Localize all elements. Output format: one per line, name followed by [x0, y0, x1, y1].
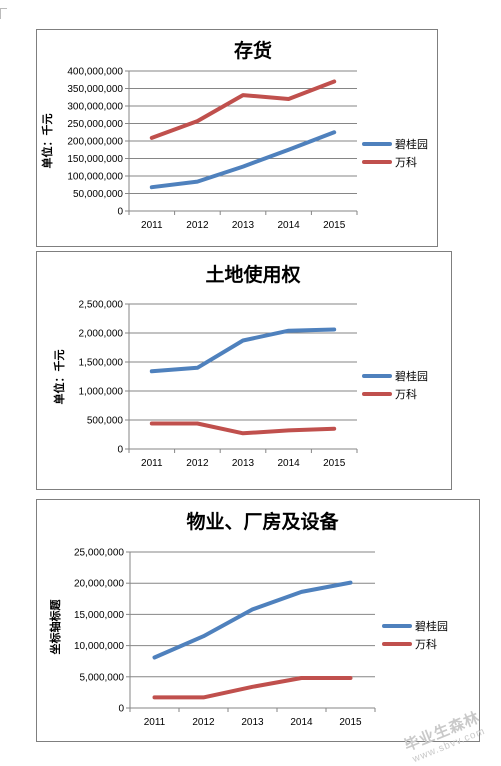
x-tick-label: 2011	[144, 717, 166, 728]
page-corner-mark	[0, 8, 7, 19]
data-point	[150, 136, 154, 140]
data-point	[251, 685, 254, 689]
data-point	[241, 339, 245, 343]
y-tick-label: 2,000,000	[79, 329, 124, 340]
chart-title: 存货	[234, 39, 272, 62]
data-point	[332, 80, 336, 83]
y-tick-label: 350,000,000	[67, 84, 123, 95]
y-tick-label: 20,000,000	[74, 579, 124, 590]
data-point	[202, 695, 205, 699]
data-point	[153, 695, 156, 699]
land-use-rights-chart-svg: 土地使用权 0 500,000 1,000,000 1,500,000 2,000,000…	[52, 263, 428, 469]
data-point	[349, 581, 352, 585]
data-point	[300, 590, 303, 594]
data-point	[287, 428, 291, 432]
x-tick-label: 2014	[290, 717, 313, 728]
y-axis-title: 单位：千元	[52, 350, 66, 405]
data-point	[332, 328, 336, 332]
property-plant-equipment-chart: 物业、厂房及设备 0 5,000,000 10,000,000 15,000,000 20…	[36, 499, 480, 742]
data-point	[241, 165, 245, 169]
y-tick-label: 15,000,000	[74, 610, 124, 621]
data-point	[150, 185, 154, 189]
x-tick-label: 2012	[192, 717, 215, 728]
y-tick-label: 100,000,000	[67, 172, 123, 183]
x-tick-label: 2012	[186, 220, 209, 231]
series-line-vanke	[149, 79, 337, 140]
data-point	[287, 148, 291, 152]
x-tick-label: 2011	[141, 458, 163, 469]
y-tick-label: 400,000,000	[67, 67, 123, 78]
x-tick-label: 2014	[277, 458, 300, 469]
y-tick-label: 300,000,000	[67, 102, 123, 113]
y-axis-title: 坐标轴标题	[48, 599, 62, 655]
legend-label: 碧桂园	[415, 619, 448, 633]
chart-title: 物业、厂房及设备	[186, 510, 339, 533]
y-tick-label: 250,000,000	[67, 119, 123, 130]
data-point	[150, 421, 154, 425]
x-tick-label: 2013	[241, 717, 264, 728]
y-tick-label: 500,000	[87, 416, 124, 427]
x-tick-label: 2013	[232, 458, 255, 469]
y-tick-label: 0	[117, 207, 123, 218]
x-tick-label: 2015	[323, 220, 346, 231]
legend-label: 万科	[415, 637, 437, 651]
data-point	[202, 634, 205, 638]
data-point	[251, 607, 254, 611]
y-tick-label: 0	[117, 445, 123, 456]
data-point	[349, 676, 352, 680]
x-tick-label: 2011	[141, 220, 163, 231]
x-tick-label: 2012	[186, 458, 209, 469]
y-tick-label: 0	[118, 704, 124, 715]
data-point	[153, 655, 156, 659]
data-point	[195, 421, 199, 425]
x-tick-label: 2015	[323, 458, 346, 469]
series-line-country-garden	[149, 327, 337, 374]
y-tick-label: 200,000,000	[67, 137, 123, 148]
legend-label: 碧桂园	[395, 137, 428, 151]
series-line-country-garden	[152, 580, 353, 660]
data-point	[300, 676, 303, 680]
y-tick-label: 5,000,000	[80, 672, 125, 683]
data-point	[195, 366, 199, 370]
x-tick-label: 2014	[277, 220, 300, 231]
y-tick-label: 1,500,000	[79, 358, 124, 369]
legend-label: 万科	[395, 387, 417, 401]
y-tick-label: 50,000,000	[73, 189, 123, 200]
data-point	[195, 119, 199, 123]
data-point	[241, 431, 245, 435]
data-point	[287, 97, 291, 101]
data-point	[241, 93, 245, 97]
legend-label: 碧桂园	[395, 369, 428, 383]
x-tick-label: 2015	[339, 717, 362, 728]
ppe-chart-svg: 物业、厂房及设备 0 5,000,000 10,000,000 15,000,000 20…	[48, 510, 448, 728]
data-point	[332, 427, 336, 431]
inventory-chart-svg: 存货 0 50,000,000 100,000,000 150,000,000 200,0…	[40, 39, 428, 231]
y-tick-label: 25,000,000	[74, 548, 124, 559]
data-point	[287, 329, 291, 333]
data-point	[332, 130, 336, 134]
y-tick-label: 1,000,000	[79, 387, 124, 398]
chart-title: 土地使用权	[205, 263, 300, 286]
inventory-chart: 存货 0 50,000,000 100,000,000 150,000,000 200,0…	[36, 29, 438, 247]
series-line-vanke	[149, 421, 337, 436]
legend-label: 万科	[395, 155, 417, 169]
y-axis-title: 单位：千元	[40, 114, 54, 169]
y-tick-label: 10,000,000	[74, 641, 124, 652]
land-use-rights-chart: 土地使用权 0 500,000 1,000,000 1,500,000 2,000,000…	[36, 251, 452, 490]
y-tick-label: 2,500,000	[79, 300, 124, 311]
data-point	[150, 369, 154, 373]
y-tick-label: 150,000,000	[67, 154, 123, 165]
x-tick-label: 2013	[232, 220, 255, 231]
data-point	[195, 180, 199, 184]
